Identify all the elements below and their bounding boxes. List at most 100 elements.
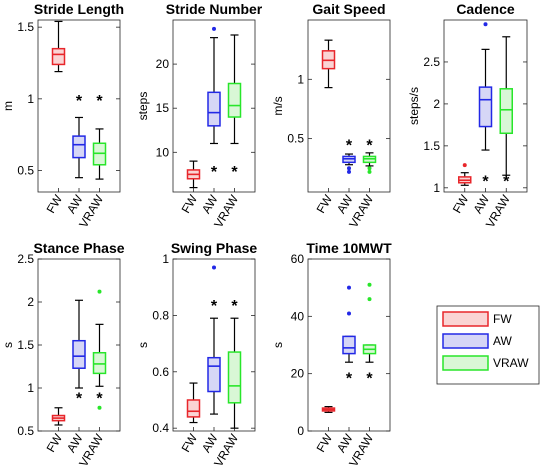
outlier-point: [212, 265, 216, 270]
outlier-point: [367, 166, 372, 171]
outlier-point: [347, 285, 351, 290]
y-tick-label: 1.5: [17, 338, 34, 352]
box-vraw: [92, 351, 107, 375]
panel-title: Stride Number: [166, 1, 263, 17]
panel-title: Stance Phase: [33, 240, 124, 256]
y-tick-label: 1.5: [17, 20, 34, 34]
significance-star: *: [231, 298, 238, 315]
box-vraw: [499, 88, 513, 135]
y-tick-label: 2: [27, 295, 34, 309]
y-tick-label: 1.5: [423, 139, 440, 153]
box-aw: [478, 86, 493, 128]
significance-star: *: [366, 371, 373, 388]
significance-star: *: [366, 137, 373, 154]
y-axis-label: s: [1, 342, 15, 348]
y-axis-label: s: [136, 342, 150, 348]
box-aw: [72, 135, 86, 159]
x-category-label: FW: [44, 192, 66, 216]
x-category-label: FW: [179, 431, 201, 455]
x-category-label: FW: [44, 431, 66, 455]
legend-swatch: [442, 355, 489, 371]
panel-title: Swing Phase: [171, 240, 258, 256]
axes-frame: [307, 19, 391, 193]
significance-star: *: [96, 391, 103, 408]
outlier-point: [367, 297, 372, 302]
y-tick-label: 1: [297, 72, 304, 86]
y-tick-label: 0.6: [152, 365, 169, 379]
y-axis-label: m: [1, 101, 15, 111]
y-tick-label: 1: [27, 92, 34, 106]
significance-star: *: [76, 391, 83, 408]
outlier-point: [97, 405, 102, 410]
legend-label: AW: [493, 334, 513, 348]
y-tick-label: 0: [297, 424, 304, 438]
box-vraw: [227, 351, 242, 404]
significance-star: *: [96, 93, 103, 110]
box-aw: [207, 356, 221, 393]
y-tick-label: 20: [291, 367, 305, 381]
significance-star: *: [231, 164, 238, 181]
box-aw: [72, 339, 86, 369]
y-tick-label: 1: [27, 381, 34, 395]
legend-label: VRAW: [493, 356, 529, 370]
panel-title: Cadence: [456, 1, 515, 17]
outlier-point: [97, 289, 102, 294]
box-fw: [51, 47, 66, 66]
y-tick-label: 10: [156, 145, 170, 159]
y-axis-label: s: [271, 342, 285, 348]
significance-star: *: [346, 371, 353, 388]
outlier-point: [483, 22, 488, 27]
y-tick-label: 0.5: [287, 132, 304, 146]
y-tick-label: 15: [156, 101, 170, 115]
y-tick-label: 0.5: [17, 164, 34, 178]
y-tick-label: 2: [433, 97, 440, 111]
y-tick-label: 0.8: [152, 308, 169, 322]
outlier-point: [347, 169, 351, 174]
outlier-point: [347, 166, 351, 171]
y-tick-label: 0.4: [152, 421, 169, 435]
y-tick-label: 0.5: [17, 424, 34, 438]
box-aw: [207, 91, 221, 127]
y-tick-label: 2.5: [423, 55, 440, 69]
legend-swatch: [442, 333, 489, 349]
x-category-label: FW: [314, 431, 336, 455]
y-tick-label: 20: [156, 57, 170, 71]
significance-star: *: [482, 173, 489, 190]
y-tick-label: 60: [291, 252, 305, 266]
box-fw: [186, 399, 201, 418]
y-axis-label: m/s: [271, 96, 285, 115]
y-axis-label: steps/s: [407, 87, 421, 125]
legend: FW AW VRAW: [436, 305, 540, 385]
box-aw: [342, 335, 356, 355]
y-tick-label: 40: [291, 309, 305, 323]
outlier-point: [367, 282, 372, 287]
x-category-label: FW: [450, 192, 472, 216]
significance-star: *: [76, 93, 83, 110]
legend-swatch: [442, 311, 489, 327]
significance-star: *: [211, 298, 218, 315]
x-category-label: FW: [314, 192, 336, 216]
outlier-point: [462, 163, 467, 168]
outlier-point: [347, 311, 351, 316]
legend-label: FW: [493, 312, 512, 326]
significance-star: *: [346, 137, 353, 154]
significance-star: *: [503, 173, 510, 190]
panel-title: Gait Speed: [312, 1, 385, 17]
outlier-point: [212, 26, 216, 31]
panel-title: Stride Length: [34, 1, 124, 17]
panel-title: Time 10MWT: [306, 240, 392, 256]
y-tick-label: 1: [162, 252, 169, 266]
box-vraw: [227, 82, 242, 118]
significance-star: *: [211, 164, 218, 181]
outlier-point: [367, 169, 372, 174]
y-tick-label: 1: [433, 181, 440, 195]
y-axis-label: steps: [136, 92, 150, 121]
